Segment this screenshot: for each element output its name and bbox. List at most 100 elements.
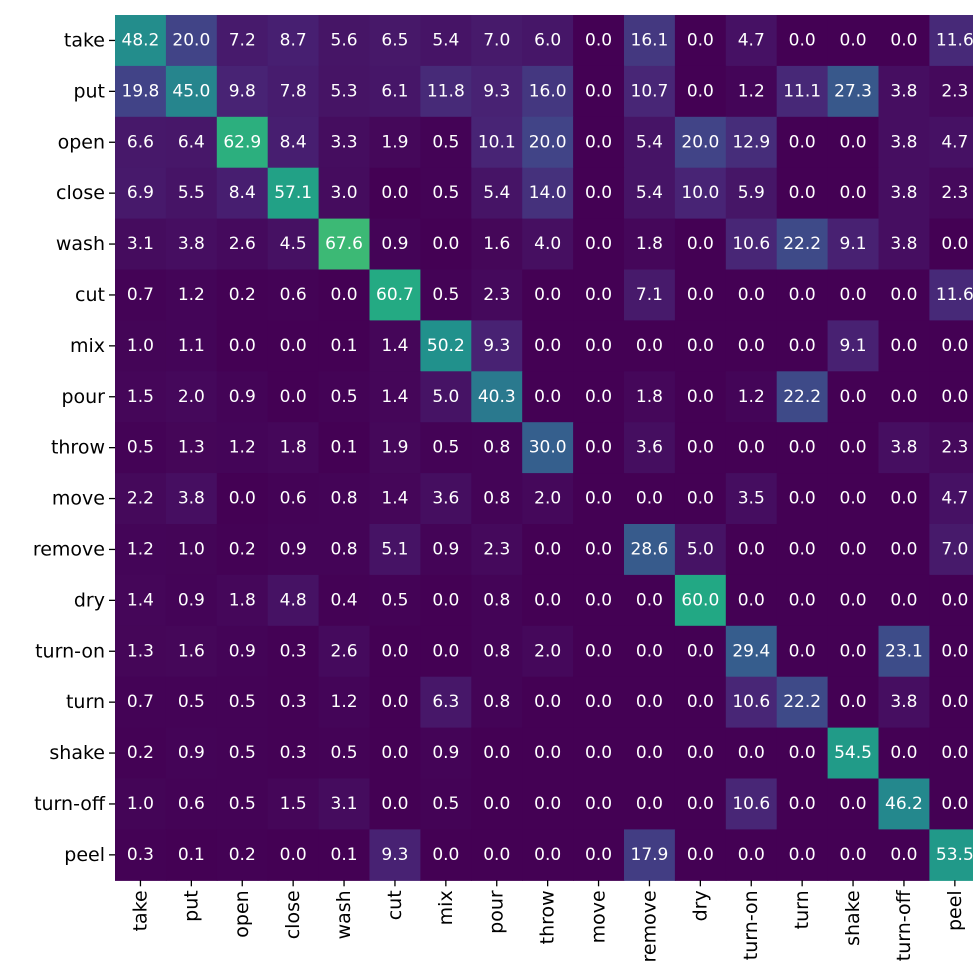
cell-value-label: 11.6 <box>936 285 973 305</box>
cell-value-label: 3.5 <box>738 489 765 509</box>
cell-value-label: 6.4 <box>178 132 205 152</box>
heatmap-cell <box>318 116 371 169</box>
cell-value-label: 1.0 <box>127 794 154 814</box>
heatmap-cell <box>929 218 973 271</box>
cell-value-label: 0.8 <box>483 641 510 661</box>
heatmap-cell <box>267 167 320 220</box>
heatmap-cell <box>776 15 829 67</box>
heatmap-cell <box>674 320 727 372</box>
heatmap-cell <box>471 116 523 169</box>
cell-value-label: 2.0 <box>534 641 561 661</box>
heatmap-cell <box>827 371 880 423</box>
cell-value-label: 0.1 <box>331 438 358 458</box>
heatmap-cell <box>878 15 930 67</box>
heatmap-cell <box>318 218 371 271</box>
heatmap-cell <box>776 625 829 678</box>
cell-value-label: 0.5 <box>432 132 459 152</box>
cell-value-label: 0.0 <box>941 336 968 356</box>
cell-value-label: 4.7 <box>941 489 968 509</box>
x-tick-label: turn-on <box>740 890 762 960</box>
cell-value-label: 0.0 <box>840 539 867 559</box>
cell-value-label: 9.3 <box>483 336 510 356</box>
heatmap-cell <box>471 167 523 220</box>
cell-value-label: 0.0 <box>432 590 459 610</box>
cell-value-label: 0.0 <box>585 438 612 458</box>
heatmap-cell <box>776 778 829 830</box>
heatmap-cell <box>929 116 973 169</box>
heatmap-cell <box>827 524 880 576</box>
cell-value-label: 3.1 <box>331 794 358 814</box>
heatmap-cell <box>776 269 829 321</box>
cell-value-label: 0.0 <box>381 692 408 712</box>
heatmap-cell <box>216 574 269 627</box>
cell-value-label: 0.8 <box>483 489 510 509</box>
cell-value-label: 57.1 <box>274 183 312 203</box>
cell-value-label: 0.1 <box>331 845 358 865</box>
cell-value-label: 0.0 <box>789 132 816 152</box>
cell-value-label: 0.0 <box>432 641 459 661</box>
heatmap-cell <box>471 269 523 321</box>
cell-value-label: 3.8 <box>890 692 917 712</box>
heatmap-cell <box>267 676 320 729</box>
cell-value-label: 10.0 <box>681 183 719 203</box>
heatmap-cell <box>267 15 320 67</box>
heatmap-cell <box>624 473 676 525</box>
heatmap-cell <box>624 524 676 576</box>
heatmap-cell <box>929 269 973 321</box>
heatmap-cell <box>471 371 523 423</box>
heatmap-cell <box>827 625 880 678</box>
heatmap-cell <box>522 167 574 220</box>
cell-value-label: 0.0 <box>432 234 459 254</box>
heatmap-cell <box>929 676 973 729</box>
heatmap-cell <box>827 167 880 220</box>
cell-value-label: 0.0 <box>585 539 612 559</box>
cell-value-label: 6.6 <box>127 132 154 152</box>
cell-value-label: 1.5 <box>127 387 154 407</box>
heatmap-cell <box>420 574 472 627</box>
heatmap-cell <box>573 524 625 576</box>
heatmap-cell <box>725 574 778 627</box>
heatmap-cell <box>522 116 574 169</box>
heatmap-cell <box>420 473 472 525</box>
cell-value-label: 0.0 <box>738 539 765 559</box>
heatmap-cell <box>573 727 625 780</box>
cell-value-label: 1.2 <box>127 539 154 559</box>
cell-value-label: 0.5 <box>331 743 358 763</box>
heatmap-cell <box>216 269 269 321</box>
x-tick-label: peel <box>944 890 966 931</box>
heatmap-cell <box>420 727 472 780</box>
cell-value-label: 1.0 <box>127 336 154 356</box>
heatmap-cell <box>624 676 676 729</box>
cell-value-label: 0.2 <box>229 285 256 305</box>
cell-value-label: 0.0 <box>687 30 714 50</box>
cell-value-label: 0.0 <box>585 845 612 865</box>
cell-value-label: 0.0 <box>738 438 765 458</box>
y-tick-label: turn-off <box>34 793 106 815</box>
heatmap-cell <box>776 829 829 881</box>
heatmap-cell <box>674 727 727 780</box>
cell-value-label: 1.0 <box>178 539 205 559</box>
heatmap-cell <box>369 15 421 67</box>
heatmap-cell <box>318 625 371 678</box>
heatmap-cell <box>369 320 421 372</box>
cell-value-label: 60.7 <box>376 285 414 305</box>
cell-value-label: 0.0 <box>789 794 816 814</box>
heatmap-cell <box>420 15 472 67</box>
heatmap-cell <box>165 218 218 271</box>
cell-value-label: 0.0 <box>789 590 816 610</box>
cell-value-label: 0.0 <box>331 285 358 305</box>
heatmap-cell <box>420 116 472 169</box>
heatmap-cell <box>674 218 727 271</box>
heatmap-cell <box>624 625 676 678</box>
cell-value-label: 0.0 <box>789 336 816 356</box>
heatmap-cell <box>522 524 574 576</box>
cell-value-label: 3.3 <box>331 132 358 152</box>
x-tick-label: move <box>588 890 610 943</box>
x-tick-label: turn <box>791 890 813 929</box>
cell-value-label: 0.0 <box>585 336 612 356</box>
heatmap-cell <box>216 727 269 780</box>
heatmap-cell <box>776 727 829 780</box>
heatmap-cell <box>369 167 421 220</box>
heatmap-cell <box>776 116 829 169</box>
cell-value-label: 7.0 <box>941 539 968 559</box>
